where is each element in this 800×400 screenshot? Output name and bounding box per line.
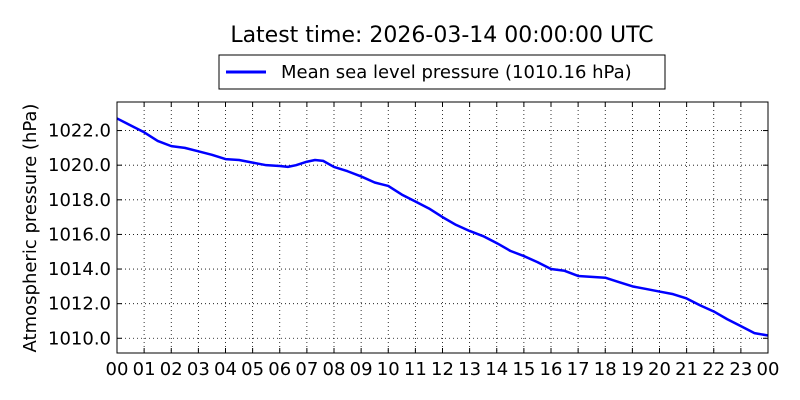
x-tick-label: 19: [621, 359, 644, 380]
x-tick-label: 17: [567, 359, 590, 380]
x-tick-label: 03: [187, 359, 210, 380]
x-tick-label: 06: [268, 359, 291, 380]
axis-ticks: 00 01 02 03 04 05 06 07 08 09 10 11 12 13 14 15 16 17 18 19…: [48, 102, 779, 380]
x-tick-label: 12: [431, 359, 454, 380]
x-tick-label: 14: [485, 359, 508, 380]
x-tick-label: 20: [648, 359, 671, 380]
x-tick-label: 00: [757, 359, 780, 380]
y-tick-label: 1010.0: [48, 328, 111, 349]
x-tick-label: 02: [160, 359, 183, 380]
x-tick-label: 15: [512, 359, 535, 380]
x-tick-label: 11: [404, 359, 427, 380]
x-tick-label: 23: [729, 359, 752, 380]
grid: [116, 102, 769, 353]
x-tick-label: 10: [377, 359, 400, 380]
legend-box: [218, 54, 666, 90]
plot-frame: [116, 101, 769, 354]
x-tick-label: 18: [594, 359, 617, 380]
x-tick-label: 07: [295, 359, 318, 380]
x-tick-label: 21: [675, 359, 698, 380]
y-tick-label: 1022.0: [48, 121, 111, 142]
y-tick-label: 1012.0: [48, 294, 111, 315]
y-tick-label: 1018.0: [48, 190, 111, 211]
y-tick-label: 1020.0: [48, 155, 111, 176]
x-tick-label: 00: [106, 359, 129, 380]
x-tick-label: 09: [350, 359, 373, 380]
plot-area: [116, 117, 769, 337]
x-tick-label: 16: [540, 359, 563, 380]
legend-label: Mean sea level pressure (1010.16 hPa): [281, 62, 632, 83]
x-tick-label: 22: [702, 359, 725, 380]
x-tick-label: 04: [214, 359, 237, 380]
x-tick-label: 08: [323, 359, 346, 380]
legend: Mean sea level pressure (1010.16 hPa): [218, 54, 666, 90]
chart-title: Latest time: 2026-03-14 00:00:00 UTC: [230, 23, 653, 48]
series-line-mslp: [116, 117, 769, 337]
y-tick-label: 1016.0: [48, 224, 111, 245]
x-tick-label: 05: [241, 359, 264, 380]
y-tick-label: 1014.0: [48, 259, 111, 280]
y-axis-label: Atmospheric pressure (hPa): [20, 104, 41, 353]
x-tick-label: 01: [133, 359, 156, 380]
x-tick-label: 13: [458, 359, 481, 380]
